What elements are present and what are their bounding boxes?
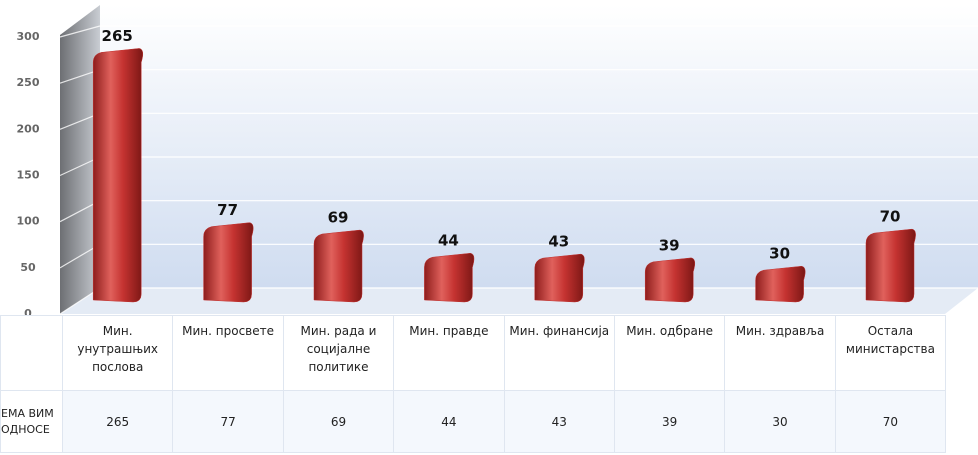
table-value: 69 [282,390,395,453]
y-tick-label: 200 [17,122,40,135]
category-label: Мин. здравља [724,315,836,391]
data-label: 69 [328,209,349,227]
corner [0,315,63,391]
y-tick-label: 50 [20,261,36,274]
category-label: Мин. рада и социјалне политике [282,315,395,391]
bar [534,253,585,303]
y-tick-label: 300 [17,30,40,43]
bar [313,229,364,303]
data-label: 265 [102,27,133,45]
table-value: 30 [724,390,836,453]
category-label: Мин. одбране [613,315,726,391]
data-label: 39 [659,236,680,254]
series-name: ЕМА ВИМ ОДНОСЕ [0,390,63,453]
bar [865,228,916,303]
bar [424,252,475,303]
table-value: 44 [393,390,505,453]
category-label: Мин. просвете [172,315,284,391]
bar [92,48,144,303]
y-tick-label: 150 [17,169,40,182]
table-value: 70 [834,390,947,453]
chart: 0 50 100 150 200 250 300 265 77 69 44 43 39 30 70 [17,5,978,315]
category-label: Мин. правде [393,315,505,391]
table-value: 39 [613,390,726,453]
category-label: Остала министарства [834,315,947,391]
data-label: 43 [548,233,569,251]
category-label: Мин. финансија [503,315,615,391]
bar [203,222,254,303]
data-label: 44 [438,232,459,250]
y-tick-label: 100 [17,215,40,228]
bar [644,257,696,303]
table-value: 265 [61,390,174,453]
y-tick-label: 250 [17,76,40,89]
side-wall [60,5,100,314]
category-label: Мин. унутрашњих послова [61,315,174,391]
data-label: 70 [880,208,901,226]
data-table: Мин. унутрашњих послова Мин. просвете Мин.… [0,315,947,453]
floor [60,288,978,314]
data-label: 30 [769,245,790,263]
data-label: 77 [217,201,238,219]
y-tick-label: 0 [24,307,32,315]
table-value: 43 [503,390,615,453]
grid-line-side [59,25,101,38]
bar [755,265,806,303]
table-value: 77 [172,390,284,453]
back-wall [100,5,978,288]
